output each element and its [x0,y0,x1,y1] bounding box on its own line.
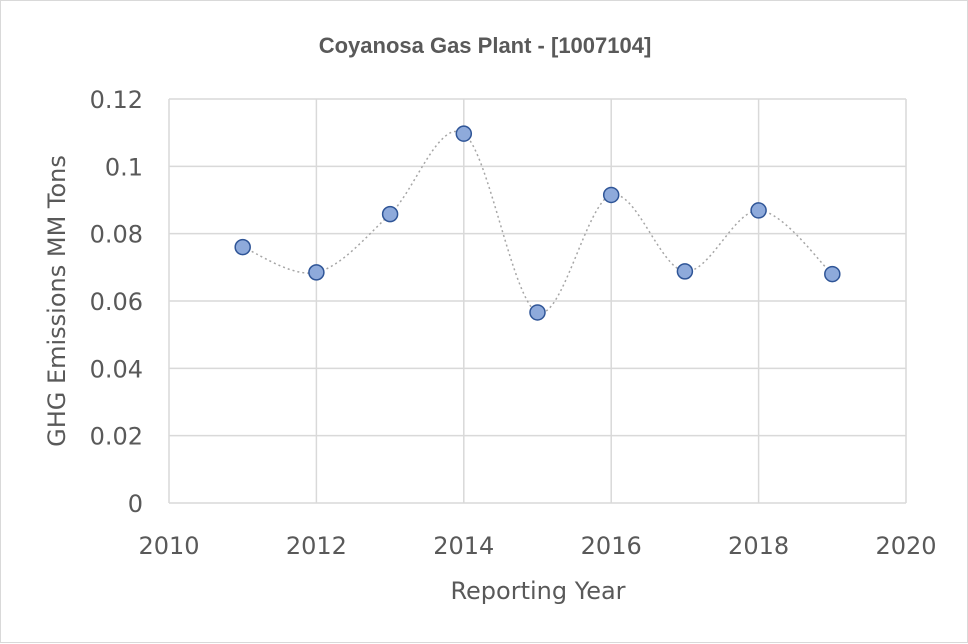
y-tick-label: 0.12 [90,86,143,114]
y-tick-label: 0.1 [105,153,143,181]
x-axis-label: Reporting Year [450,577,625,605]
y-tick-labels: 0 0.02 0.04 0.06 0.08 0.1 0.12 [90,86,143,518]
y-tick-label: 0.04 [90,355,143,383]
x-tick-label: 2012 [286,532,347,560]
x-tick-label: 2010 [138,532,199,560]
data-point-2017 [676,263,694,280]
x-tick-label: 2020 [875,532,936,560]
chart-title: Coyanosa Gas Plant - [1007104] [319,33,652,58]
data-point-2016 [602,186,620,204]
y-tick-label: 0.02 [90,423,143,451]
data-points [234,125,841,321]
x-tick-labels: 2010 2012 2014 2016 2018 2020 [138,532,936,560]
data-point-2012 [308,264,325,281]
data-point-2015 [529,304,546,321]
y-tick-label: 0 [128,490,143,518]
x-tick-label: 2014 [433,532,494,560]
series-line [242,130,833,314]
data-point-2018 [750,202,767,219]
x-tick-label: 2018 [728,532,789,560]
data-point-2014 [455,125,473,142]
data-point-2013 [381,205,399,223]
data-point-2011 [234,238,251,256]
y-tick-label: 0.06 [90,288,143,316]
y-axis-label: GHG Emissions MM Tons [43,155,71,447]
data-point-2019 [824,265,841,283]
x-tick-label: 2016 [581,532,642,560]
grid-layer [168,98,907,504]
y-tick-label: 0.08 [90,221,143,249]
